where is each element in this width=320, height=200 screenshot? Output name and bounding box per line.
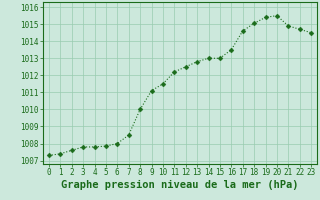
X-axis label: Graphe pression niveau de la mer (hPa): Graphe pression niveau de la mer (hPa) (61, 180, 299, 190)
